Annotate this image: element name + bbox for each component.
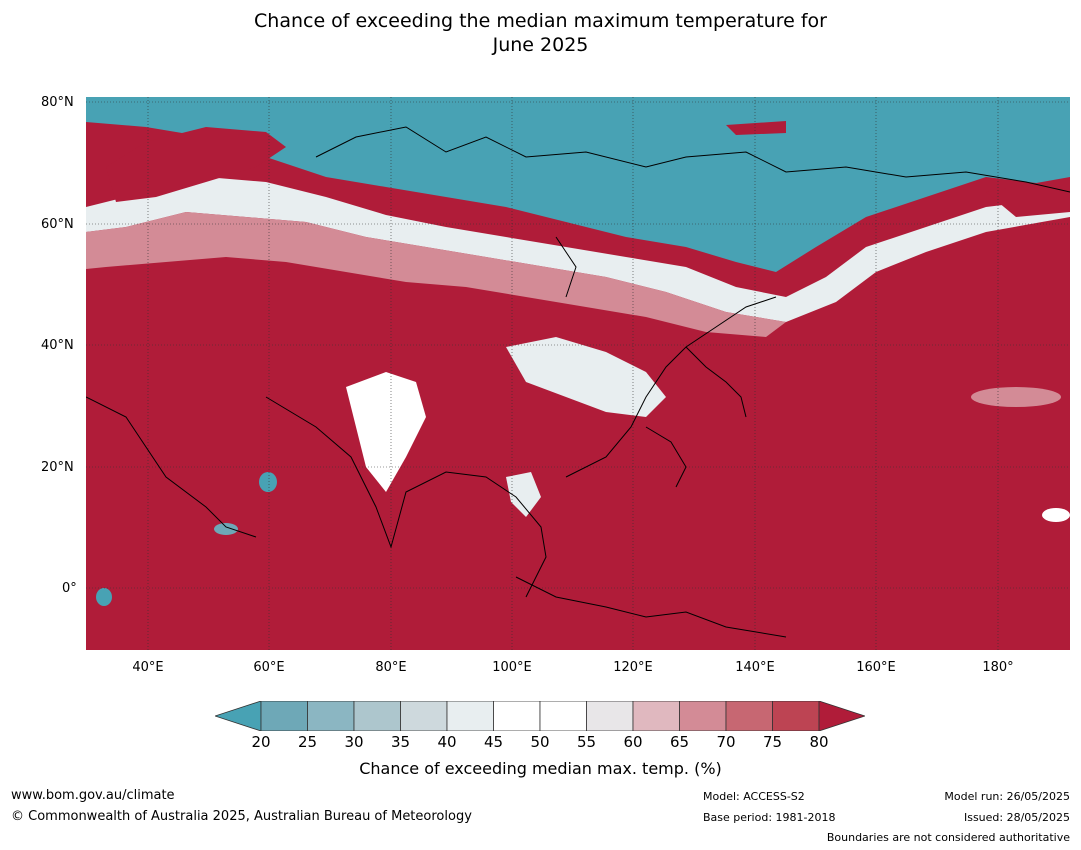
lon-label-100e: 100°E (492, 660, 532, 675)
lat-label-80n: 80°N (41, 95, 74, 110)
coastlines (86, 126, 1070, 638)
white-patch-pacific-2 (1042, 508, 1070, 522)
colorbar-tick-label: 55 (576, 733, 597, 751)
map-graphic (86, 97, 1070, 650)
colorbar-tick-label: 65 (669, 733, 690, 751)
lon-label-80e: 80°E (375, 660, 407, 675)
colorbar-extend-high (818, 701, 865, 731)
teal-region-north (86, 97, 1070, 272)
white-patch-pacific (971, 387, 1061, 407)
lon-label-180: 180° (982, 660, 1014, 675)
map-gridlines (86, 97, 1070, 650)
colorbar-tick-label: 75 (762, 733, 783, 751)
colorbar-tick-label: 40 (437, 733, 457, 751)
footer-boundaries: Boundaries are not considered authoritat… (826, 831, 1070, 844)
colorbar-bin (772, 701, 820, 731)
colorbar-tick-label: 60 (623, 733, 643, 751)
colorbar-tick-label: 20 (251, 733, 271, 751)
title-line-2: June 2025 (492, 34, 589, 56)
title-line-1: Chance of exceeding the median maximum t… (254, 10, 827, 32)
colorbar-bin (539, 701, 587, 731)
colorbar-tick-label: 45 (483, 733, 504, 751)
map-title: Chance of exceeding the median maximum t… (0, 9, 1081, 57)
colorbar-bin (400, 701, 448, 731)
lon-label-40e: 40°E (132, 660, 164, 675)
colorbar-tick-label: 80 (809, 733, 829, 751)
colorbar-bin (493, 701, 541, 731)
footer-base-period: Base period: 1981-2018 (703, 811, 836, 824)
colorbar-bin (260, 701, 308, 731)
colorbar-bin (632, 701, 680, 731)
pink-band (86, 212, 786, 337)
lon-label-160e: 160°E (856, 660, 896, 675)
neutral-band (86, 177, 1070, 322)
colorbar-bin (446, 701, 494, 731)
colorbar-tick-label: 35 (390, 733, 411, 751)
colorbar-label: Chance of exceeding median max. temp. (%… (359, 759, 722, 778)
lon-label-120e: 120°E (613, 660, 653, 675)
colorbar-bin (353, 701, 401, 731)
teal-patch-gulf-aden (214, 523, 238, 535)
footer-model-run: Model run: 26/05/2025 (944, 790, 1070, 803)
white-region-tibet (346, 372, 426, 492)
lat-label-60n: 60°N (41, 217, 74, 232)
footer-model: Model: ACCESS-S2 (703, 790, 805, 803)
colorbar-bin (725, 701, 773, 731)
teal-patch-africa (96, 588, 112, 606)
colorbar-extend-low (215, 701, 262, 731)
footer-website: www.bom.gov.au/climate (11, 788, 175, 803)
colorbar-tick-label: 25 (297, 733, 318, 751)
colorbar-tick-label: 50 (530, 733, 550, 751)
lat-label-40n: 40°N (41, 338, 74, 353)
red-region-arctic (726, 121, 786, 135)
colorbar-bin (307, 701, 355, 731)
lat-label-20n: 20°N (41, 460, 74, 475)
footer-issued: Issued: 28/05/2025 (963, 811, 1070, 824)
white-region-indochina (506, 472, 541, 517)
red-region-scandinavia (106, 127, 286, 202)
lon-label-140e: 140°E (735, 660, 775, 675)
colorbar-tick-label: 70 (716, 733, 736, 751)
lat-label-0: 0° (62, 581, 77, 596)
colorbar-bin (586, 701, 634, 731)
colorbar-tick-label: 30 (344, 733, 364, 751)
colorbar-bin (679, 701, 727, 731)
white-region-central-asia (506, 337, 666, 417)
forecast-map (86, 97, 1070, 650)
lon-label-60e: 60°E (253, 660, 285, 675)
footer-copyright: © Commonwealth of Australia 2025, Austra… (11, 809, 472, 824)
teal-patch-arabian-sea (259, 472, 277, 492)
colorbar (215, 701, 865, 731)
